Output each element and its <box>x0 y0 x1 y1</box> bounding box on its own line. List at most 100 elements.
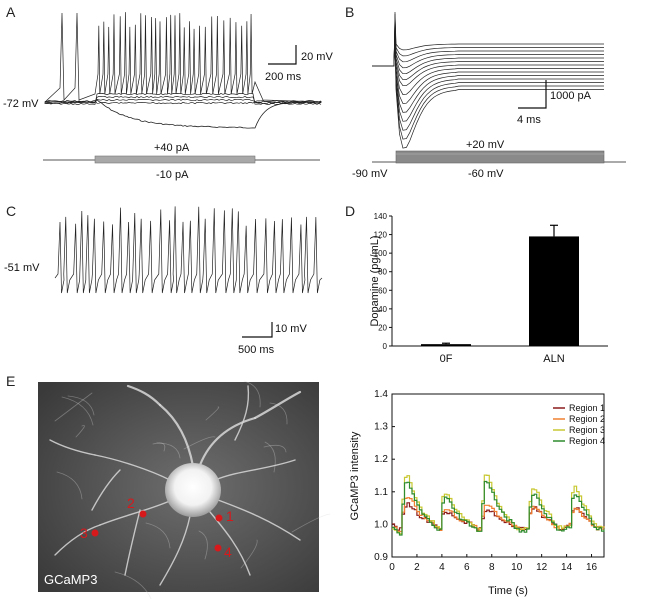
x-tick-label: 6 <box>464 562 470 573</box>
neurite <box>124 509 141 576</box>
roi-label-1: 1 <box>226 508 234 524</box>
faint-neurite <box>54 392 93 422</box>
roi-marker-1 <box>215 514 223 522</box>
x-tick-label: 8 <box>489 562 495 573</box>
panel-e-label: E <box>6 373 15 389</box>
bar-0F <box>421 344 471 346</box>
panel-a-scale-voltage: 20 mV <box>301 51 333 63</box>
panel-a-label: A <box>6 4 16 20</box>
panel-b-scale-current: 1000 pA <box>550 90 592 102</box>
neurite <box>253 390 302 420</box>
neurite <box>209 511 251 576</box>
roi-label-4: 4 <box>224 544 232 560</box>
panel-b-scalebar: 1000 pA 4 ms <box>517 80 592 126</box>
current-trace <box>372 27 604 104</box>
current-trace <box>372 15 604 67</box>
faint-neurite <box>75 425 85 438</box>
gcamp3-fluorescence-image: 1 2 3 4 GCaMP3 <box>38 380 331 599</box>
faint-neurite <box>156 442 181 459</box>
y-tick-label: 40 <box>378 305 387 314</box>
y-tick-label: 140 <box>374 212 388 221</box>
y-tick-label: 1.3 <box>374 422 388 433</box>
panel-d-dopamine-bar-chart: 0 20 40 60 80 100 120 140 0F ALN <box>374 212 608 365</box>
panel-b-current-traces <box>372 11 604 149</box>
faint-neurite <box>263 444 287 453</box>
neurite <box>158 403 195 468</box>
current-trace <box>372 29 604 113</box>
panel-c-spontaneous-firing-trace <box>54 206 323 294</box>
legend-label: Region 4 <box>569 436 605 446</box>
panel-a-scalebar: 20 mV 200 ms <box>265 45 333 83</box>
legend-label: Region 3 <box>569 425 605 435</box>
neurite <box>214 459 296 481</box>
current-trace <box>372 31 604 122</box>
faint-neurite <box>205 406 220 421</box>
x-tick-label: 2 <box>414 562 420 573</box>
panel-e-y-axis-label: GCaMP3 intensity <box>349 431 361 520</box>
panel-c-scalebar: 10 mV 500 ms <box>238 322 307 356</box>
neurite <box>94 454 171 481</box>
panel-a: A 20 mV 200 ms -72 mV +40 pA -10 pA <box>3 4 333 181</box>
neurite <box>54 524 101 556</box>
neurite <box>217 499 301 541</box>
x-tick-label: 10 <box>511 562 523 573</box>
faint-neurite <box>183 436 216 450</box>
series-line-region-2 <box>392 497 605 533</box>
y-tick-label: 0.9 <box>374 552 388 563</box>
roi-label-3: 3 <box>80 525 88 541</box>
x-tick-label: 16 <box>586 562 598 573</box>
neurite <box>126 384 162 407</box>
current-trace <box>372 25 604 95</box>
neurite <box>234 385 250 441</box>
faint-neurite <box>61 396 94 426</box>
y-tick-label: 1.4 <box>374 389 388 400</box>
panel-a-step-down-label: -10 pA <box>156 169 189 181</box>
panel-b-scale-time: 4 ms <box>517 114 541 126</box>
panel-b-step-low-label: -60 mV <box>468 168 504 180</box>
current-trace <box>372 17 604 69</box>
neuron-soma <box>165 463 221 517</box>
panel-a-rest-potential: -72 mV <box>3 98 39 110</box>
x-tick-label: 12 <box>536 562 548 573</box>
neurite <box>99 499 173 526</box>
current-trace <box>372 11 604 67</box>
panel-b-label: B <box>345 4 354 20</box>
panel-a-scale-time: 200 ms <box>265 71 302 83</box>
current-trace <box>372 35 604 140</box>
x-tick-label: 0 <box>389 562 395 573</box>
neurite <box>198 416 257 467</box>
y-tick-label: 80 <box>378 268 387 277</box>
y-tick-label: 60 <box>378 286 387 295</box>
plot-frame <box>391 393 605 558</box>
x-tick-label: ALN <box>543 353 564 365</box>
series-line-region-4 <box>392 480 605 536</box>
roi-markers: 1 2 3 4 <box>80 495 234 560</box>
faint-neurite <box>67 395 95 416</box>
roi-marker-2 <box>139 510 147 518</box>
panel-c-label: C <box>6 203 16 219</box>
x-tick-label: 4 <box>439 562 445 573</box>
trace-subthreshold <box>44 95 322 104</box>
panel-b-voltage-step: +20 mV -90 mV -60 mV <box>352 139 626 180</box>
panel-d-label: D <box>345 203 355 219</box>
faint-neurite <box>152 442 166 452</box>
panel-d: D 0 20 40 60 80 100 120 140 0F ALN Dopamine (pg/m… <box>345 203 608 365</box>
faint-neurite <box>269 402 288 425</box>
faint-neurite <box>264 441 276 473</box>
panel-a-current-step: +40 pA -10 pA <box>43 142 320 181</box>
image-caption: GCaMP3 <box>44 572 97 587</box>
roi-marker-4 <box>214 544 222 552</box>
panel-b: B 1000 pA 4 ms +20 mV -90 mV -60 mV <box>345 4 626 180</box>
neurite <box>159 515 191 586</box>
current-trace <box>372 13 604 67</box>
y-tick-label: 1.2 <box>374 454 388 465</box>
legend-label: Region 1 <box>569 403 605 413</box>
panel-c: C -51 mV 10 mV 500 ms <box>4 203 323 356</box>
roi-label-2: 2 <box>127 495 135 511</box>
faint-neurite <box>198 530 208 560</box>
series-line-region-3 <box>392 474 605 535</box>
y-tick-label: 1.0 <box>374 519 388 530</box>
